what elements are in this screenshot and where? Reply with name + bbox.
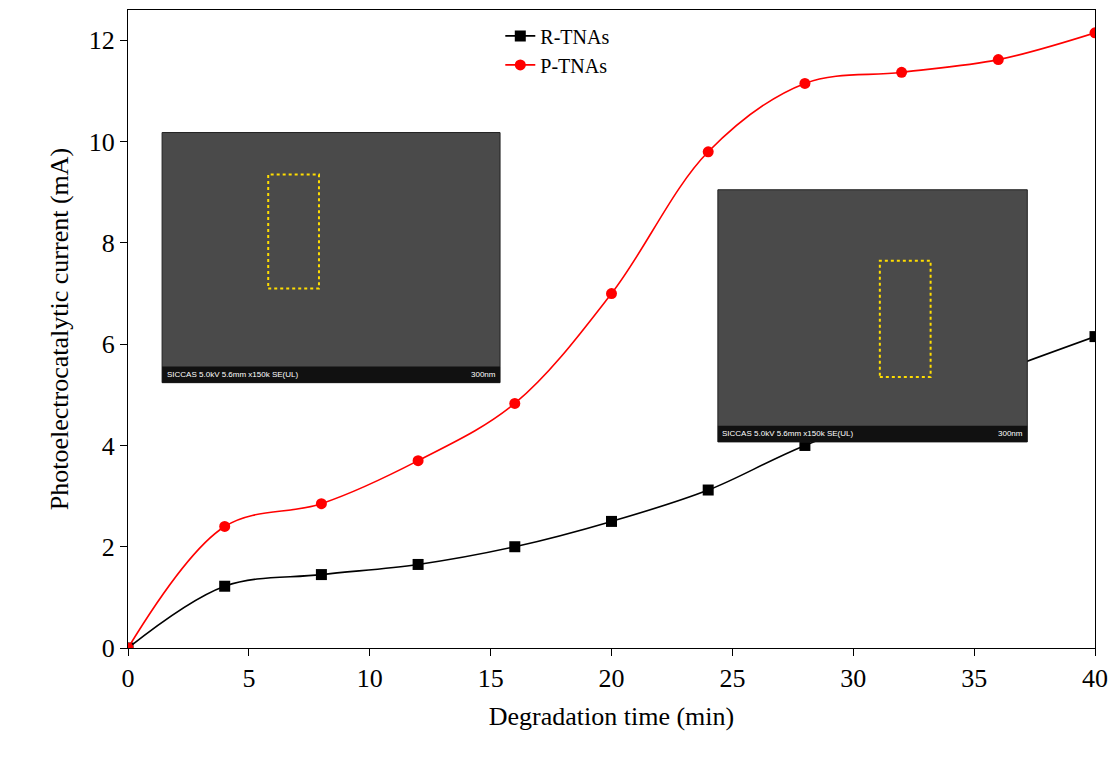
svg-text:35: 35 <box>961 664 987 693</box>
svg-text:25: 25 <box>719 664 745 693</box>
svg-text:40: 40 <box>1082 664 1108 693</box>
svg-text:R-TNAs: R-TNAs <box>540 26 609 48</box>
svg-text:SICCAS 5.0kV 5.6mm x150k SE(UL: SICCAS 5.0kV 5.6mm x150k SE(UL) <box>722 429 853 438</box>
svg-text:4: 4 <box>102 432 115 461</box>
svg-text:10: 10 <box>89 128 115 157</box>
svg-text:12: 12 <box>89 26 115 55</box>
svg-text:20: 20 <box>599 664 625 693</box>
svg-text:5: 5 <box>242 664 255 693</box>
svg-text:10: 10 <box>357 664 383 693</box>
svg-text:0: 0 <box>122 664 135 693</box>
svg-text:Photoelectrocatalytic current: Photoelectrocatalytic current (mA) <box>45 148 74 510</box>
svg-text:P-TNAs: P-TNAs <box>540 55 607 77</box>
svg-text:Degradation time (min): Degradation time (min) <box>489 702 734 731</box>
svg-text:SICCAS 5.0kV 5.6mm x150k SE(UL: SICCAS 5.0kV 5.6mm x150k SE(UL) <box>167 370 298 379</box>
svg-text:15: 15 <box>478 664 504 693</box>
svg-text:300nm: 300nm <box>471 370 496 379</box>
svg-text:0: 0 <box>102 634 115 663</box>
svg-text:300nm: 300nm <box>998 429 1023 438</box>
svg-text:2: 2 <box>102 533 115 562</box>
svg-text:8: 8 <box>102 229 115 258</box>
svg-text:6: 6 <box>102 330 115 359</box>
svg-text:30: 30 <box>840 664 866 693</box>
